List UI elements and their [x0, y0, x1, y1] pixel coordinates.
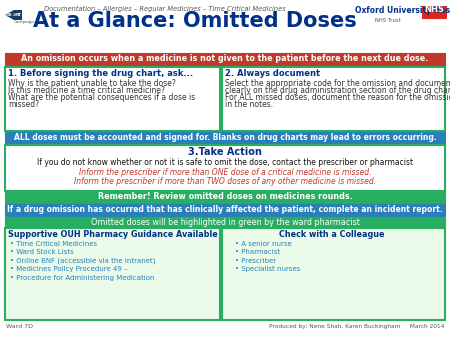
Text: • Procedure for Administering Medication: • Procedure for Administering Medication: [10, 275, 154, 281]
Bar: [5, 132, 445, 145]
Bar: [5, 228, 220, 320]
Text: Supportive OUH Pharmacy Guidance Available: Supportive OUH Pharmacy Guidance Availab…: [8, 230, 218, 239]
Text: Ward 7D: Ward 7D: [6, 324, 33, 329]
Text: ALL doses must be accounted and signed for. Blanks on drug charts may lead to er: ALL doses must be accounted and signed f…: [14, 133, 436, 142]
Bar: [222, 228, 445, 320]
Bar: [222, 67, 445, 131]
Text: For ALL missed doses, document the reason for the omission: For ALL missed doses, document the reaso…: [225, 93, 450, 102]
Text: • Prescriber: • Prescriber: [235, 258, 276, 264]
Text: 2. Always document: 2. Always document: [225, 69, 320, 78]
Text: • Pharmacist: • Pharmacist: [235, 249, 280, 256]
Text: Campaign: Campaign: [14, 21, 35, 24]
Text: Remember! Review omitted doses on medicines rounds.: Remember! Review omitted doses on medici…: [98, 192, 352, 201]
Text: Check with a Colleague: Check with a Colleague: [279, 230, 385, 239]
Bar: [5, 217, 445, 228]
Text: • Ward Stock Lists: • Ward Stock Lists: [10, 249, 74, 256]
Polygon shape: [5, 10, 22, 20]
Text: NHS: NHS: [424, 5, 444, 15]
Text: Inform the prescriber if more than TWO doses of any other medicine is missed.: Inform the prescriber if more than TWO d…: [74, 177, 376, 186]
Bar: [5, 145, 445, 191]
Text: • Time Critical Medicines: • Time Critical Medicines: [10, 241, 97, 247]
Text: NHS Trust: NHS Trust: [375, 18, 401, 23]
Text: Omitted doses will be highlighted in green by the ward pharmacist: Omitted doses will be highlighted in gre…: [90, 218, 360, 227]
Text: 1. Before signing the drug chart, ask...: 1. Before signing the drug chart, ask...: [8, 69, 193, 78]
Text: A: A: [13, 13, 16, 17]
Text: • Medicines Policy Procedure 49 –: • Medicines Policy Procedure 49 –: [10, 266, 128, 272]
Bar: [5, 204, 445, 216]
Bar: [5, 53, 445, 67]
Text: What are the potential consequences if a dose is: What are the potential consequences if a…: [8, 93, 195, 102]
Text: • Specialist nurses: • Specialist nurses: [235, 266, 301, 272]
Text: • A senior nurse: • A senior nurse: [235, 241, 292, 247]
Text: 3.Take Action: 3.Take Action: [188, 147, 262, 157]
Text: RT: RT: [16, 13, 22, 17]
Text: in the notes.: in the notes.: [225, 100, 273, 109]
Text: If you do not know whether or not it is safe to omit the dose, contact the presc: If you do not know whether or not it is …: [37, 158, 413, 167]
Text: missed?: missed?: [8, 100, 39, 109]
Text: clearly on the drug administration section of the drug chart.: clearly on the drug administration secti…: [225, 86, 450, 95]
Text: DS: DS: [6, 13, 13, 17]
Bar: [5, 67, 220, 131]
Text: At a Glance: Omitted Doses: At a Glance: Omitted Doses: [33, 11, 357, 31]
Text: Produced by: Nene Shah, Karen Buckingham     March 2014: Produced by: Nene Shah, Karen Buckingham…: [269, 324, 444, 329]
Text: If a drug omission has occurred that has clinically affected the patient, comple: If a drug omission has occurred that has…: [7, 205, 443, 214]
Text: Oxford University Hospitals: Oxford University Hospitals: [355, 6, 450, 15]
Bar: [5, 191, 445, 203]
Text: An omission occurs when a medicine is not given to the patient before the next d: An omission occurs when a medicine is no…: [21, 54, 429, 63]
Text: Why is the patient unable to take the dose?: Why is the patient unable to take the do…: [8, 79, 176, 88]
Bar: [422, 6, 446, 18]
Text: Select the appropriate code for the omission and document it: Select the appropriate code for the omis…: [225, 79, 450, 88]
Text: Documentation – Allergies – Regular Medicines – Time Critical Medicines: Documentation – Allergies – Regular Medi…: [44, 6, 286, 12]
Text: Is this medicine a time critical medicine?: Is this medicine a time critical medicin…: [8, 86, 165, 95]
Text: • Online BNF (accessible via the intranet): • Online BNF (accessible via the intrane…: [10, 258, 156, 265]
Text: Inform the prescriber if more than ONE dose of a critical medicine is missed.: Inform the prescriber if more than ONE d…: [79, 168, 371, 177]
